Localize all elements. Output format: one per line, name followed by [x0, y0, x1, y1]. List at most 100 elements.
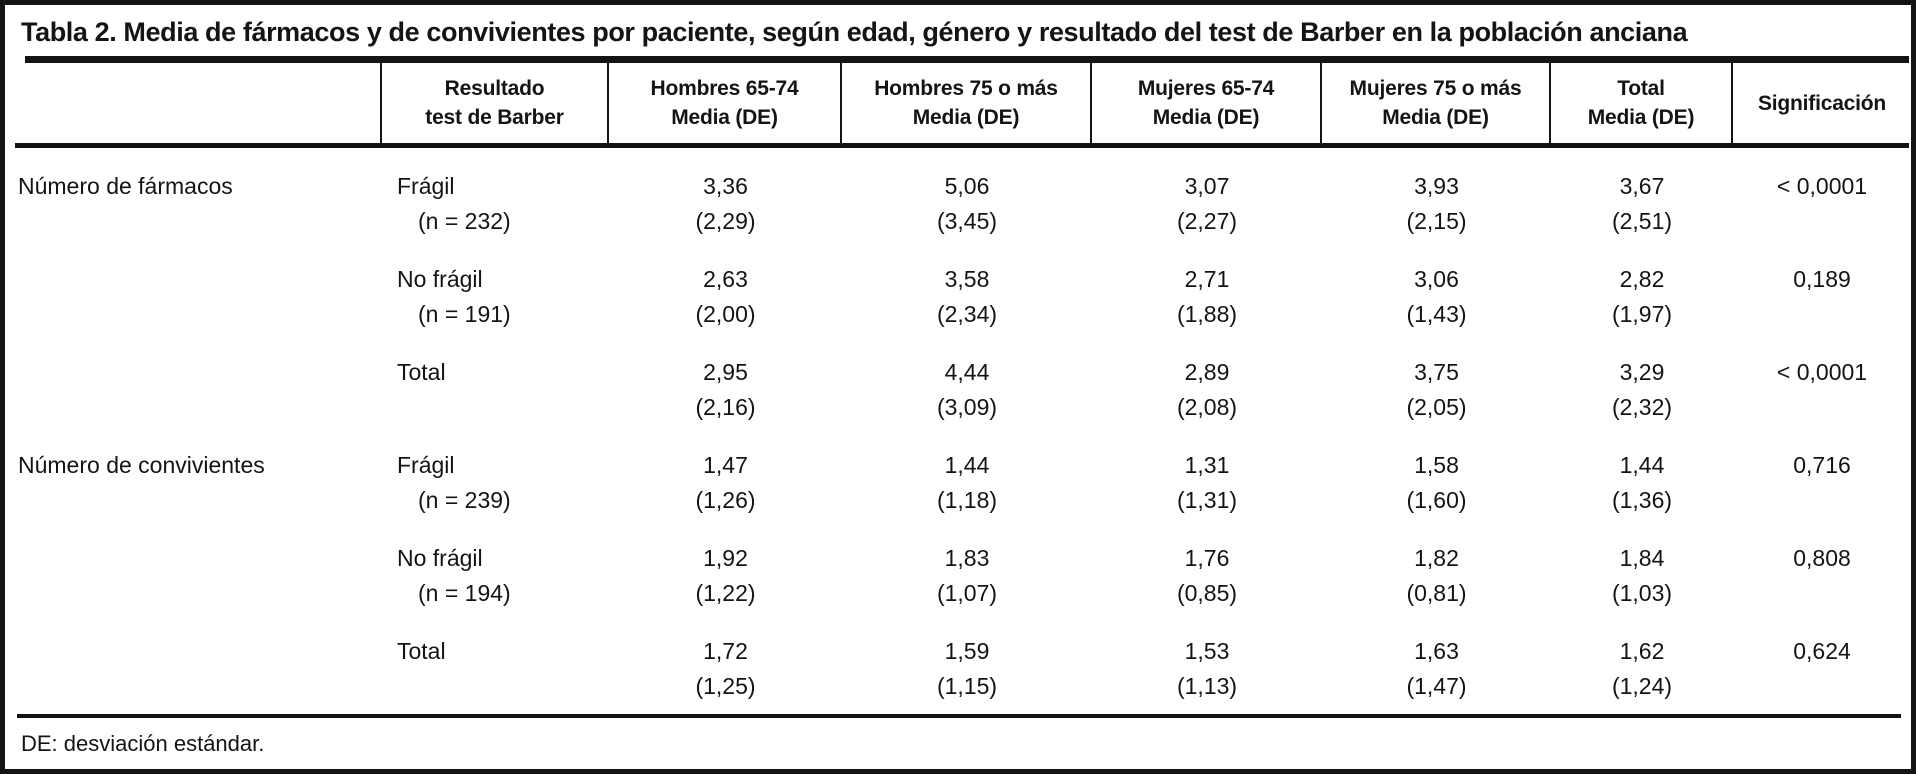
mean-value: 3,29 — [1619, 359, 1665, 385]
row-group-label: Número de fármacos — [18, 173, 233, 199]
sd-value: (2,27) — [1176, 208, 1238, 234]
sd-value: (2,05) — [1406, 394, 1467, 420]
header-cell-significacion: Significación — [1733, 63, 1911, 143]
value-cell: 1,83 (1,07) — [842, 528, 1092, 621]
barber-cell: Frágil (n = 239) — [382, 435, 609, 528]
mean-value: 2,71 — [1184, 266, 1230, 292]
table-header-row: Resultado test de Barber Hombres 65-74 M… — [5, 63, 1911, 143]
barber-label: Frágil — [397, 452, 455, 478]
header-line-1: Resultado — [444, 77, 545, 100]
sd-value: (1,24) — [1611, 673, 1673, 699]
sd-value: (1,22) — [695, 580, 756, 606]
sd-value: (1,07) — [936, 580, 998, 606]
value-cell: 1,63 (1,47) — [1322, 621, 1551, 714]
header-line-2: Media (DE) — [1152, 106, 1260, 129]
header-cell-mujeres-75: Mujeres 75 o más Media (DE) — [1322, 63, 1551, 143]
header-line-1: Significación — [1757, 91, 1887, 115]
mean-value: 1,92 — [703, 545, 748, 571]
mean-value: 4,44 — [944, 359, 990, 385]
table-row: Total 2,95 (2,16) 4,44 (3,09) 2,89 (2,08… — [5, 342, 1911, 435]
sd-value: (2,34) — [936, 301, 998, 327]
significance-cell: < 0,0001 — [1733, 342, 1911, 435]
sd-value: (2,08) — [1176, 394, 1238, 420]
value-cell: 3,07 (2,27) — [1092, 156, 1322, 249]
header-cell-total: Total Media (DE) — [1551, 63, 1733, 143]
n-label: (n = 239) — [418, 487, 511, 513]
header-line-1: Hombres 75 o más — [874, 77, 1058, 100]
mean-value: 3,06 — [1414, 266, 1459, 292]
sd-value: (1,18) — [936, 487, 998, 513]
header-line-1: Total — [1617, 77, 1665, 100]
mean-value: 3,36 — [703, 173, 748, 199]
header-line-1: Mujeres 75 o más — [1349, 77, 1522, 100]
mean-value: 1,63 — [1414, 638, 1459, 664]
table-row: No frágil (n = 194) 1,92 (1,22) 1,83 (1,… — [5, 528, 1911, 621]
barber-label: Total — [397, 638, 446, 664]
header-cell-rowlabels — [5, 63, 382, 143]
sd-value: (0,85) — [1176, 580, 1238, 606]
barber-label: Frágil — [397, 173, 455, 199]
mean-value: 3,75 — [1414, 359, 1459, 385]
sd-value: (1,43) — [1406, 301, 1467, 327]
barber-label: Total — [397, 359, 446, 385]
mean-value: 1,76 — [1184, 545, 1230, 571]
table-title: Tabla 2. Media de fármacos y de convivie… — [21, 17, 1688, 47]
value-cell: 2,95 (2,16) — [609, 342, 842, 435]
barber-cell: No frágil (n = 191) — [382, 249, 609, 342]
barber-cell: Total — [382, 342, 609, 435]
sd-value: (3,09) — [936, 394, 998, 420]
header-line-2: Media (DE) — [1382, 106, 1489, 129]
table-body: Número de fármacos Frágil (n = 232) 3,36… — [5, 148, 1911, 714]
value-cell: 3,29 (2,32) — [1551, 342, 1733, 435]
table-row: Total 1,72 (1,25) 1,59 (1,15) 1,53 (1,13… — [5, 621, 1911, 714]
row-group-label — [5, 249, 382, 342]
value-cell: 3,06 (1,43) — [1322, 249, 1551, 342]
value-cell: 3,67 (2,51) — [1551, 156, 1733, 249]
barber-label: No frágil — [397, 266, 483, 292]
value-cell: 3,58 (2,34) — [842, 249, 1092, 342]
value-cell: 1,72 (1,25) — [609, 621, 842, 714]
value-cell: 1,31 (1,31) — [1092, 435, 1322, 528]
header-cell-hombres-65-74: Hombres 65-74 Media (DE) — [609, 63, 842, 143]
barber-cell: Total — [382, 621, 609, 714]
value-cell: 1,44 (1,36) — [1551, 435, 1733, 528]
mean-value: 1,47 — [703, 452, 748, 478]
sd-value: (1,47) — [1406, 673, 1467, 699]
barber-cell: Frágil (n = 232) — [382, 156, 609, 249]
value-cell: 1,44 (1,18) — [842, 435, 1092, 528]
mean-value: 3,07 — [1184, 173, 1230, 199]
sd-value: (2,15) — [1406, 208, 1467, 234]
significance-cell: 0,716 — [1733, 435, 1911, 528]
significance-value: < 0,0001 — [1776, 359, 1868, 385]
value-cell: 1,92 (1,22) — [609, 528, 842, 621]
value-cell: 1,62 (1,24) — [1551, 621, 1733, 714]
header-line-2: Media (DE) — [671, 106, 778, 129]
mean-value: 1,59 — [944, 638, 990, 664]
mean-value: 1,58 — [1414, 452, 1459, 478]
mean-value: 2,95 — [703, 359, 748, 385]
value-cell: 1,53 (1,13) — [1092, 621, 1322, 714]
mean-value: 1,53 — [1184, 638, 1230, 664]
mean-value: 3,93 — [1414, 173, 1459, 199]
significance-value: 0,716 — [1793, 452, 1851, 478]
sd-value: (1,25) — [695, 673, 756, 699]
header-line-2: Media (DE) — [1587, 106, 1695, 129]
sd-value: (1,88) — [1176, 301, 1238, 327]
value-cell: 1,82 (0,81) — [1322, 528, 1551, 621]
significance-cell: 0,624 — [1733, 621, 1911, 714]
mean-value: 1,84 — [1619, 545, 1665, 571]
value-cell: 1,58 (1,60) — [1322, 435, 1551, 528]
header-line-2: test de Barber — [425, 106, 564, 129]
table-row: No frágil (n = 191) 2,63 (2,00) 3,58 (2,… — [5, 249, 1911, 342]
title-rule — [25, 56, 1909, 63]
mean-value: 1,44 — [944, 452, 990, 478]
header-rule — [15, 143, 1909, 148]
sd-value: (1,31) — [1176, 487, 1238, 513]
value-cell: 1,47 (1,26) — [609, 435, 842, 528]
value-cell: 2,82 (1,97) — [1551, 249, 1733, 342]
significance-value: 0,189 — [1793, 266, 1851, 292]
header-line-1: Mujeres 65-74 — [1137, 77, 1275, 100]
table-row: Número de fármacos Frágil (n = 232) 3,36… — [5, 156, 1911, 249]
significance-value: < 0,0001 — [1776, 173, 1868, 199]
